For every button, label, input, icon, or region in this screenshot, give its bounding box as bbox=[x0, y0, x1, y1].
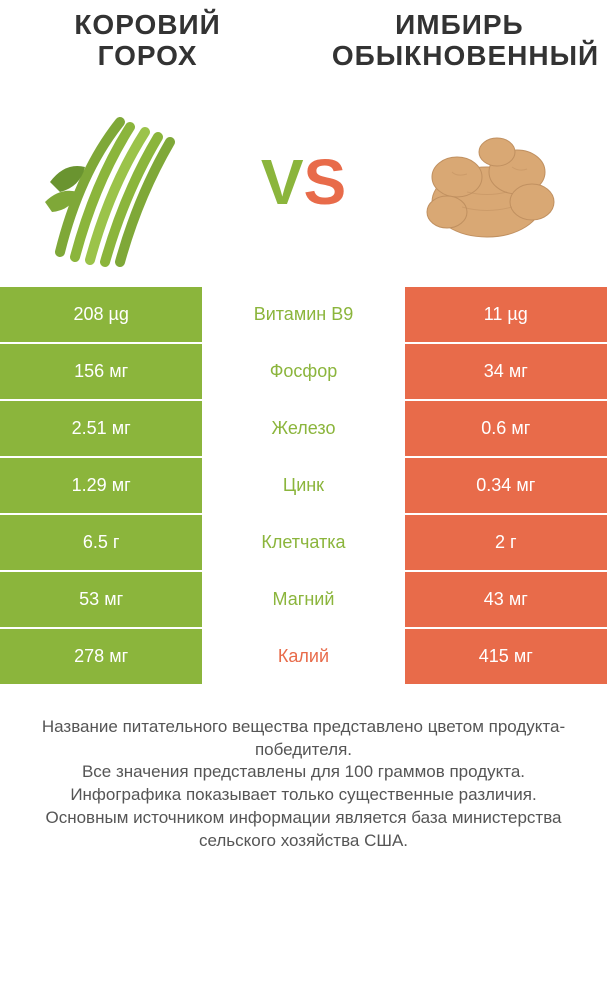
right-value: 0.34 мг bbox=[405, 458, 607, 513]
infographic-container: КОРОВИЙ ГОРОХ ИМБИРЬ ОБЫКНОВЕННЫЙ VS bbox=[0, 0, 607, 853]
nutrient-label: Фосфор bbox=[202, 344, 404, 399]
table-row: 208 µgВитамин B911 µg bbox=[0, 287, 607, 344]
vs-s: S bbox=[304, 145, 347, 219]
table-row: 156 мгФосфор34 мг bbox=[0, 344, 607, 401]
nutrition-table: 208 µgВитамин B911 µg156 мгФосфор34 мг2.… bbox=[0, 287, 607, 686]
left-value: 6.5 г bbox=[0, 515, 202, 570]
left-title-line2: ГОРОХ bbox=[20, 41, 275, 72]
left-title: КОРОВИЙ ГОРОХ bbox=[20, 10, 275, 72]
table-row: 2.51 мгЖелезо0.6 мг bbox=[0, 401, 607, 458]
left-value: 2.51 мг bbox=[0, 401, 202, 456]
footer-line1: Название питательного вещества представл… bbox=[25, 716, 582, 762]
nutrient-label: Железо bbox=[202, 401, 404, 456]
titles-row: КОРОВИЙ ГОРОХ ИМБИРЬ ОБЫКНОВЕННЫЙ bbox=[0, 10, 607, 72]
right-value: 415 мг bbox=[405, 629, 607, 684]
nutrient-label: Цинк bbox=[202, 458, 404, 513]
footer-text: Название питательного вещества представл… bbox=[0, 686, 607, 854]
footer-line4: Основным источником информации является … bbox=[25, 807, 582, 853]
left-value: 53 мг bbox=[0, 572, 202, 627]
table-row: 1.29 мгЦинк0.34 мг bbox=[0, 458, 607, 515]
right-value: 43 мг bbox=[405, 572, 607, 627]
right-value: 11 µg bbox=[405, 287, 607, 342]
right-value: 0.6 мг bbox=[405, 401, 607, 456]
right-title-line2: ОБЫКНОВЕННЫЙ bbox=[332, 41, 587, 72]
right-food-image bbox=[397, 92, 577, 272]
left-value: 208 µg bbox=[0, 287, 202, 342]
table-row: 6.5 гКлетчатка2 г bbox=[0, 515, 607, 572]
table-row: 278 мгКалий415 мг bbox=[0, 629, 607, 686]
left-title-line1: КОРОВИЙ bbox=[20, 10, 275, 41]
nutrient-label: Калий bbox=[202, 629, 404, 684]
footer-line2: Все значения представлены для 100 граммо… bbox=[25, 761, 582, 784]
left-food-image bbox=[30, 92, 210, 272]
right-title-line1: ИМБИРЬ bbox=[332, 10, 587, 41]
right-value: 34 мг bbox=[405, 344, 607, 399]
right-title: ИМБИРЬ ОБЫКНОВЕННЫЙ bbox=[332, 10, 587, 72]
nutrient-label: Клетчатка bbox=[202, 515, 404, 570]
table-row: 53 мгМагний43 мг bbox=[0, 572, 607, 629]
nutrient-label: Магний bbox=[202, 572, 404, 627]
nutrient-label: Витамин B9 bbox=[202, 287, 404, 342]
left-value: 278 мг bbox=[0, 629, 202, 684]
right-value: 2 г bbox=[405, 515, 607, 570]
left-value: 156 мг bbox=[0, 344, 202, 399]
vs-label: VS bbox=[261, 145, 346, 219]
left-value: 1.29 мг bbox=[0, 458, 202, 513]
footer-line3: Инфографика показывает только существенн… bbox=[25, 784, 582, 807]
images-row: VS bbox=[0, 72, 607, 287]
vs-v: V bbox=[261, 145, 304, 219]
